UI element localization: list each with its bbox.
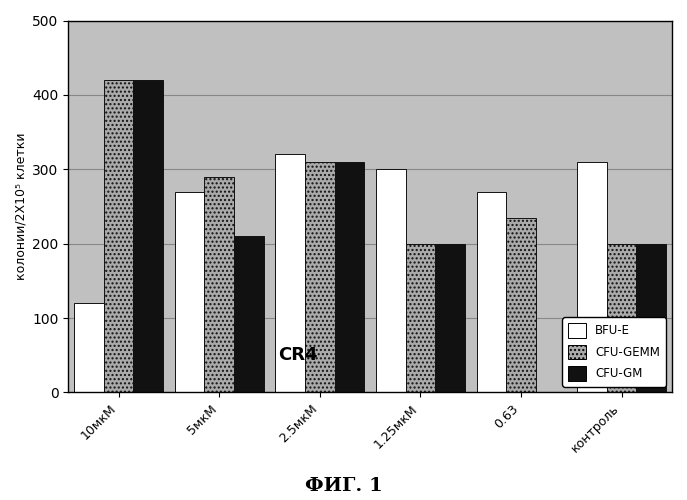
Text: CR4: CR4: [278, 346, 317, 364]
Bar: [506, 218, 536, 392]
Bar: [174, 192, 205, 392]
Bar: [436, 244, 465, 392]
Bar: [205, 176, 234, 392]
Bar: [607, 244, 636, 392]
Bar: [405, 244, 436, 392]
Bar: [376, 170, 405, 392]
Bar: [275, 154, 305, 392]
Bar: [477, 192, 506, 392]
Bar: [335, 162, 364, 392]
Bar: [636, 244, 666, 392]
Bar: [305, 162, 335, 392]
Y-axis label: колонии/2X10⁵ клетки: колонии/2X10⁵ клетки: [15, 132, 28, 280]
Text: ФИГ. 1: ФИГ. 1: [304, 477, 383, 495]
Bar: [74, 303, 104, 392]
Legend: BFU-E, CFU-GEMM, CFU-GM: BFU-E, CFU-GEMM, CFU-GM: [562, 318, 666, 386]
Bar: [577, 162, 607, 392]
Bar: [104, 80, 133, 392]
Bar: [133, 80, 163, 392]
Bar: [234, 236, 264, 392]
